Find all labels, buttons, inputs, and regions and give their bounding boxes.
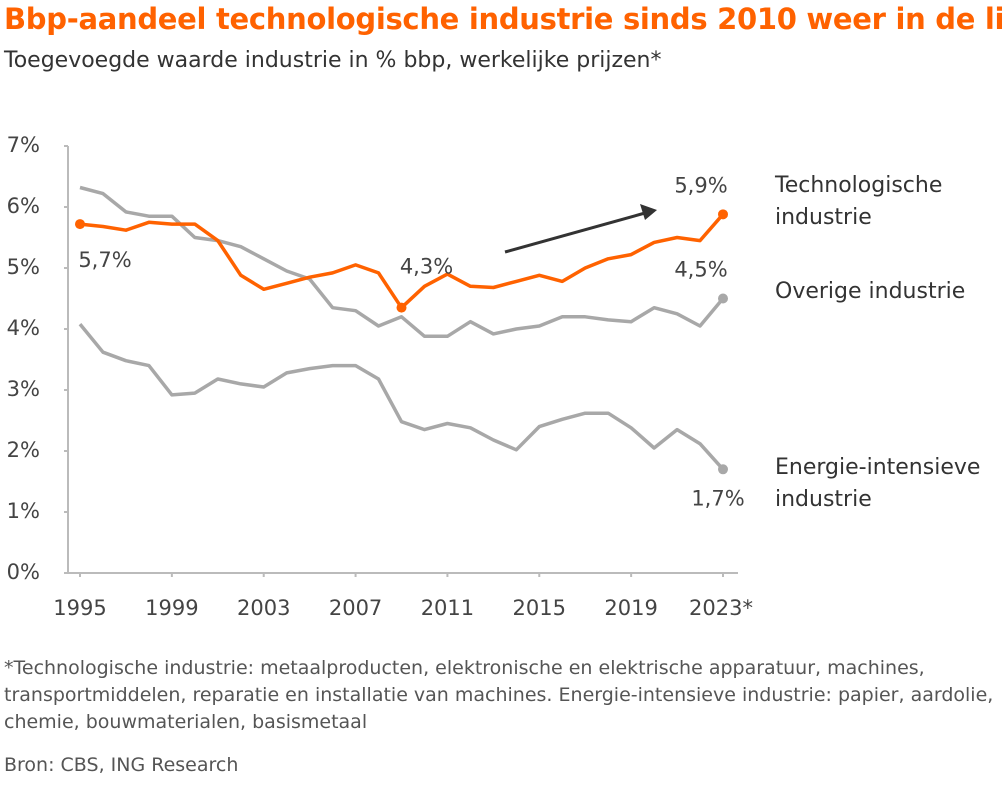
trend-arrow-head: [640, 204, 657, 220]
point-marker: [718, 293, 728, 304]
x-tick-label: 2011: [421, 596, 474, 620]
legend-label: Energie-intensieve industrie: [775, 455, 981, 512]
data-label: 5,9%: [674, 173, 727, 197]
source: Bron: CBS, ING Research: [4, 754, 239, 776]
x-tick-label: 2023*: [689, 596, 753, 620]
y-tick-label: 2%: [7, 438, 40, 462]
x-tick-label: 2019: [604, 596, 657, 620]
chart-subtitle: Toegevoegde waarde industrie in % bbp, w…: [4, 48, 662, 73]
y-tick-label: 0%: [7, 560, 40, 584]
x-tick-label: 2007: [329, 596, 382, 620]
x-tick-label: 2003: [237, 596, 290, 620]
trend-arrow: [504, 211, 646, 254]
x-tick-label: 1999: [145, 596, 198, 620]
y-tick-label: 1%: [7, 499, 40, 523]
chart-title: Bbp-aandeel technologische industrie sin…: [4, 2, 1004, 36]
legend-label: Overige industrie: [775, 279, 966, 304]
x-tick-label: 1995: [53, 596, 106, 620]
data-label: 1,7%: [691, 486, 744, 510]
point-marker: [396, 302, 407, 313]
legend-label: Technologische industrie: [775, 173, 943, 230]
data-label: 5,7%: [78, 248, 131, 272]
y-tick-label: 4%: [7, 316, 40, 340]
y-tick-label: 7%: [7, 133, 40, 157]
footnote: *Technologische industrie: metaalproduct…: [4, 657, 994, 733]
series-line: [79, 185, 725, 339]
y-tick-label: 3%: [7, 377, 40, 401]
point-marker: [718, 464, 728, 475]
point-marker: [718, 209, 728, 220]
y-tick-label: 5%: [7, 255, 40, 279]
series-line: [78, 322, 725, 471]
data-label: 4,3%: [400, 255, 453, 279]
y-tick-label: 6%: [7, 194, 40, 218]
point-marker: [75, 219, 85, 230]
data-label: 4,5%: [674, 258, 727, 282]
x-tick-label: 2015: [513, 596, 566, 620]
chart: 0% 1% 2% 3% 4% 5% 6% 7% 1995 1999 2003 2007 2011 2015…: [7, 133, 753, 620]
